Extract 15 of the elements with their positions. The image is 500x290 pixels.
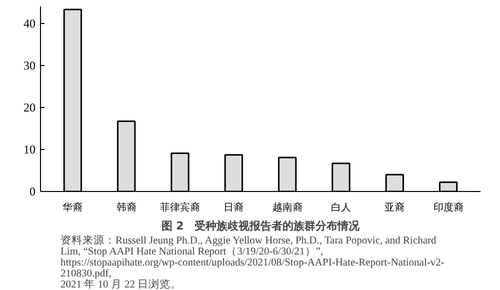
y-tick-label: 40 <box>24 16 36 30</box>
x-tick-label: 印度裔 <box>433 202 464 214</box>
x-tick-label: 日裔 <box>224 202 244 214</box>
y-tick-label: 30 <box>24 58 36 72</box>
x-tick-label: 白人 <box>330 202 351 214</box>
text: 图 2 受种族歧视报告者的族群分布情况 <box>161 220 361 232</box>
text: 资料来源：Russell Jeung Ph.D., Aggie Yellow Horse, Ph.D., Tara Popovic, and Richard Lim, “Stop AAPI Hate National Report（3/19/20-6/30/21）”, https://stopaapihate.org/wp-content/uploads/2021/08/Stop-AAPI-Hate-Report-National-v2-210830.pdf, 2021 年 10 月 22 日浏览。 <box>60 234 445 290</box>
x-tick-label: 韩裔 <box>116 202 136 214</box>
x-tick-label: 菲律宾裔 <box>160 202 200 214</box>
x-tick-label: 华裔 <box>62 202 83 214</box>
x-tick-label: 亚裔 <box>384 202 405 214</box>
y-tick-label: 20 <box>24 100 36 114</box>
y-tick-label: 10 <box>24 142 36 156</box>
y-tick-label: 0 <box>30 184 36 198</box>
x-tick-label: 越南裔 <box>272 202 302 214</box>
